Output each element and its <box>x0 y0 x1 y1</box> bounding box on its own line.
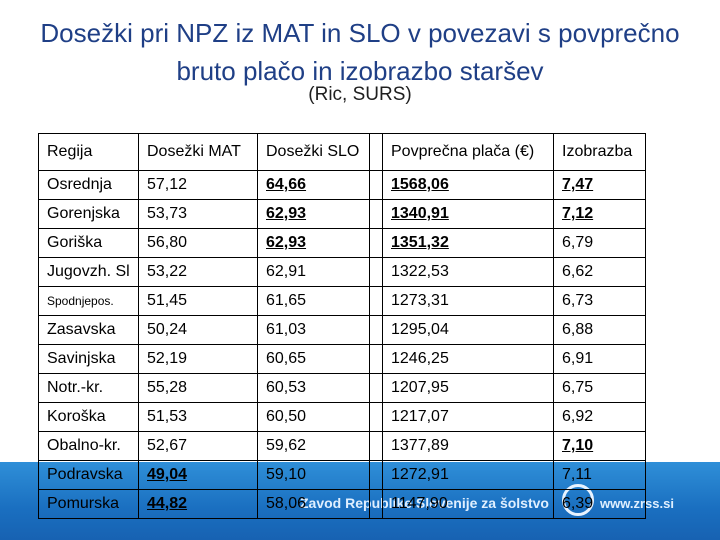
spacer-cell <box>369 431 383 461</box>
table-cell: 7,11 <box>553 460 646 490</box>
table-cell: Jugovzh. Sl <box>38 257 139 287</box>
table-cell: 6,39 <box>553 489 646 519</box>
table-cell: 64,66 <box>257 170 370 200</box>
table-row: Goriška 56,80 62,93 1351,32 6,79 <box>38 228 646 258</box>
table-cell: 1273,31 <box>382 286 554 316</box>
table-row: Regija Dosežki MAT Dosežki SLO Povprečna pl… <box>38 133 646 171</box>
table-cell: 6,91 <box>553 344 646 374</box>
table-cell: Goriška <box>38 228 139 258</box>
table-cell: 61,03 <box>257 315 370 345</box>
table-cell: 60,65 <box>257 344 370 374</box>
spacer-cell <box>369 315 383 345</box>
table-row: Notr.-kr. 55,28 60,53 1207,95 6,75 <box>38 373 646 403</box>
table-cell: Koroška <box>38 402 139 432</box>
table-cell: 61,65 <box>257 286 370 316</box>
table-cell: 1351,32 <box>382 228 554 258</box>
table-row: Savinjska 52,19 60,65 1246,25 6,91 <box>38 344 646 374</box>
table-row: Pomurska 44,82 58,06 1147,90 6,39 <box>38 489 646 519</box>
table-cell: 7,47 <box>553 170 646 200</box>
title: Dosežki pri NPZ iz MAT in SLO v povezavi… <box>40 18 680 86</box>
spacer-cell <box>369 373 383 403</box>
spacer-cell <box>369 402 383 432</box>
table-cell: 7,12 <box>553 199 646 229</box>
table-cell: 62,91 <box>257 257 370 287</box>
table-row: Osrednja 57,12 64,66 1568,06 7,47 <box>38 170 646 200</box>
spacer-cell <box>369 344 383 374</box>
spacer-cell <box>369 199 383 229</box>
table-cell: 62,93 <box>257 228 370 258</box>
spacer-cell <box>369 286 383 316</box>
table-cell: 1340,91 <box>382 199 554 229</box>
subtitle: (Ric, SURS) <box>308 84 412 105</box>
table-cell: 1295,04 <box>382 315 554 345</box>
table-cell: 51,45 <box>138 286 258 316</box>
table-cell: Osrednja <box>38 170 139 200</box>
table-cell: 60,50 <box>257 402 370 432</box>
table-cell: Savinjska <box>38 344 139 374</box>
table-cell: 52,67 <box>138 431 258 461</box>
table-row: Podravska 49,04 59,10 1272,91 7,11 <box>38 460 646 490</box>
table-cell: 55,28 <box>138 373 258 403</box>
spacer-cell <box>369 489 383 519</box>
table-cell: Pomurska <box>38 489 139 519</box>
table-cell: 1207,95 <box>382 373 554 403</box>
table-cell: 56,80 <box>138 228 258 258</box>
data-table: Regija Dosežki MAT Dosežki SLO Povprečna pl… <box>38 133 646 519</box>
table-cell: Izobrazba <box>553 133 646 171</box>
table-cell: 6,79 <box>553 228 646 258</box>
table-cell: 60,53 <box>257 373 370 403</box>
table-cell: 1246,25 <box>382 344 554 374</box>
table-cell: 58,06 <box>257 489 370 519</box>
table-cell: 1322,53 <box>382 257 554 287</box>
table-cell: 59,10 <box>257 460 370 490</box>
table-cell: Gorenjska <box>38 199 139 229</box>
table-cell: 1272,91 <box>382 460 554 490</box>
table-row: Zasavska 50,24 61,03 1295,04 6,88 <box>38 315 646 345</box>
table-cell: 57,12 <box>138 170 258 200</box>
table-cell: 1568,06 <box>382 170 554 200</box>
table-cell: 1217,07 <box>382 402 554 432</box>
table-cell: 6,75 <box>553 373 646 403</box>
table-cell: Regija <box>38 133 139 171</box>
table-cell: 51,53 <box>138 402 258 432</box>
spacer-cell <box>369 460 383 490</box>
table-cell: 6,88 <box>553 315 646 345</box>
table-cell: Dosežki MAT <box>138 133 258 171</box>
table-cell: Obalno-kr. <box>38 431 139 461</box>
table-cell: Dosežki SLO <box>257 133 370 171</box>
table-cell: Podravska <box>38 460 139 490</box>
spacer-cell <box>369 228 383 258</box>
table-cell: 52,19 <box>138 344 258 374</box>
table-cell: 50,24 <box>138 315 258 345</box>
table-cell: 49,04 <box>138 460 258 490</box>
table-row: Gorenjska 53,73 62,93 1340,91 7,12 <box>38 199 646 229</box>
table-cell: 6,92 <box>553 402 646 432</box>
table-cell: 6,73 <box>553 286 646 316</box>
table-cell: 62,93 <box>257 199 370 229</box>
table-cell: 6,62 <box>553 257 646 287</box>
table-cell: 53,22 <box>138 257 258 287</box>
table-cell: Povprečna plača (€) <box>382 133 554 171</box>
table-cell: 59,62 <box>257 431 370 461</box>
table-row: Koroška 51,53 60,50 1217,07 6,92 <box>38 402 646 432</box>
table-row: Obalno-kr. 52,67 59,62 1377,89 7,10 <box>38 431 646 461</box>
table-cell: 1377,89 <box>382 431 554 461</box>
table-cell: Spodnjepos. <box>38 286 139 316</box>
spacer-cell <box>369 257 383 287</box>
table-cell: 44,82 <box>138 489 258 519</box>
table-cell: Zasavska <box>38 315 139 345</box>
table-cell: 7,10 <box>553 431 646 461</box>
table-cell: 53,73 <box>138 199 258 229</box>
table-row: Spodnjepos. 51,45 61,65 1273,31 6,73 <box>38 286 646 316</box>
table-cell: 1147,90 <box>382 489 554 519</box>
table-row: Jugovzh. Sl 53,22 62,91 1322,53 6,62 <box>38 257 646 287</box>
spacer-cell <box>369 170 383 200</box>
table-cell: Notr.-kr. <box>38 373 139 403</box>
spacer-cell <box>369 133 383 171</box>
